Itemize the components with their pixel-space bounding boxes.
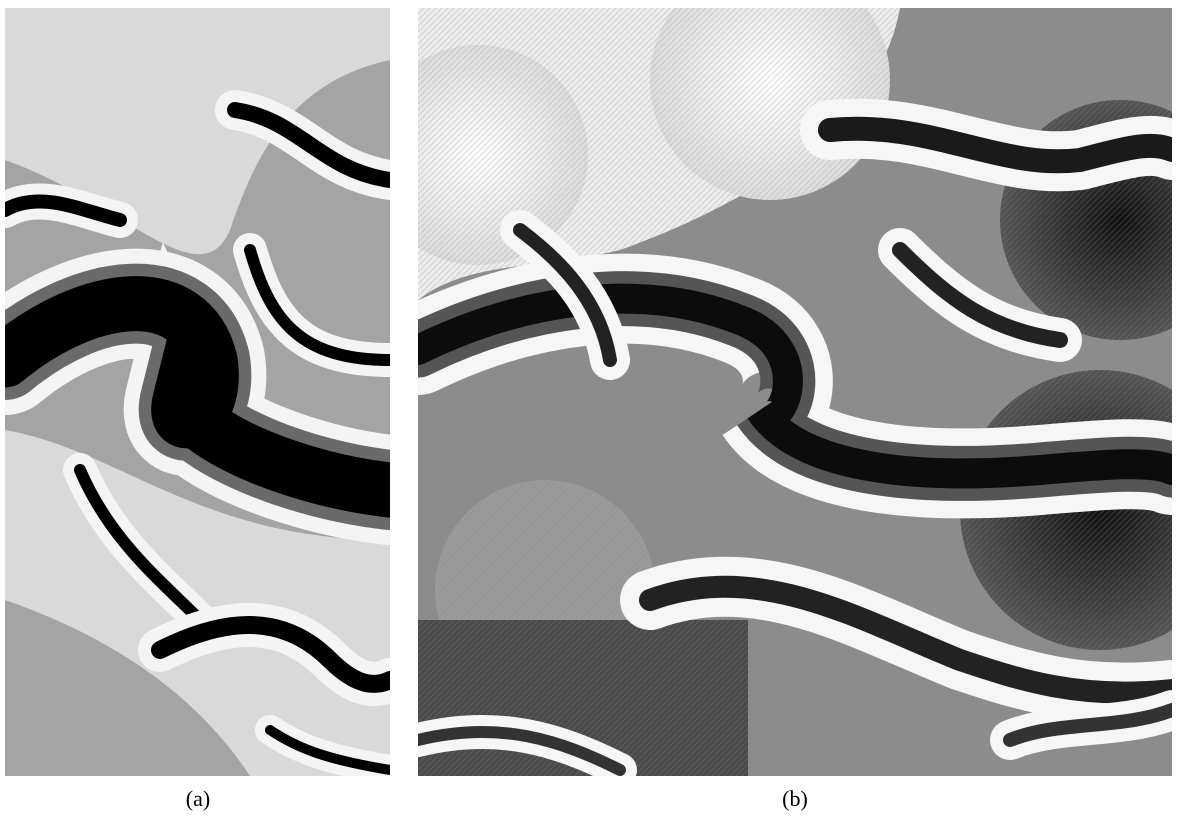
panel-b-image [368,0,1177,776]
figure: (a) (b) [0,0,1177,822]
panel-caption: (b) [782,786,808,811]
panel-a-image [5,8,390,776]
page: {"figure": {"panels": [{"caption": "(a)"… [0,0,1177,822]
panel-caption: (a) [186,786,210,811]
